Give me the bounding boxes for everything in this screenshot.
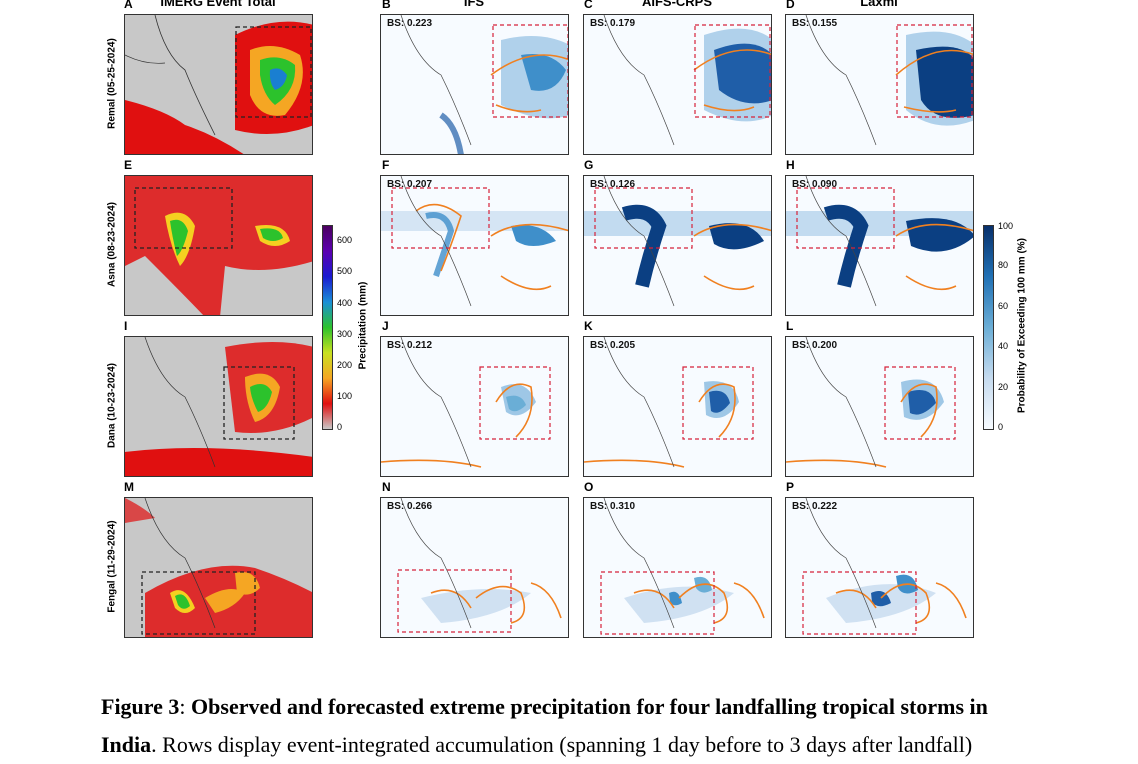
forecast-map-ifs: BS: 0.266 <box>380 497 569 638</box>
panel-label: K <box>584 319 593 333</box>
prob-tick: 0 <box>998 422 1004 432</box>
observed-map <box>124 14 313 155</box>
panel-label: M <box>124 480 134 494</box>
observed-map <box>124 497 313 638</box>
prob-tick: 80 <box>998 260 1009 270</box>
precip-tick: 400 <box>337 298 353 308</box>
col-title-imerg: IMERG Event Total <box>160 0 276 9</box>
prob-tick: 100 <box>998 221 1014 231</box>
row-label-dana: Dana (10-23-2024) <box>106 362 118 449</box>
precip-tick: 600 <box>337 235 353 245</box>
col-title-laxmi: Laxmi <box>860 0 898 9</box>
brier-score: BS: 0.266 <box>387 501 433 512</box>
forecast-map-laxmi: BS: 0.200 <box>785 336 974 477</box>
forecast-map-aifs: BS: 0.179 <box>583 14 772 155</box>
precipitation-colorbar-label: Precipitation (mm) <box>357 281 369 370</box>
prob-tick: 60 <box>998 301 1009 311</box>
forecast-map-ifs: BS: 0.223 <box>380 14 569 155</box>
brier-score: BS: 0.200 <box>792 340 838 351</box>
row-label-remal: Remal (05-25-2024) <box>106 38 118 129</box>
forecast-map-laxmi: BS: 0.222 <box>785 497 974 638</box>
probability-colorbar <box>983 225 994 430</box>
precip-tick: 100 <box>337 391 353 401</box>
forecast-map-ifs: BS: 0.207 <box>380 175 569 316</box>
panel-label: B <box>382 0 391 11</box>
precip-tick: 500 <box>337 266 353 276</box>
panel-label: C <box>584 0 593 11</box>
forecast-map-aifs: BS: 0.126 <box>583 175 772 316</box>
brier-score: BS: 0.207 <box>387 179 433 190</box>
brier-score: BS: 0.222 <box>792 501 838 512</box>
row-label-fengal: Fengal (11-29-2024) <box>106 520 118 613</box>
row-label-asna: Asna (08-23-2024) <box>106 201 118 288</box>
observed-map <box>124 336 313 477</box>
precip-tick: 200 <box>337 360 353 370</box>
col-title-ifs: IFS <box>463 0 485 9</box>
panel-label: E <box>124 158 133 172</box>
panel-label: I <box>124 319 128 333</box>
brier-score: BS: 0.212 <box>387 340 433 351</box>
figure-3: IMERG Event Total IFS AIFS-CRPS Laxmi Re… <box>106 0 1028 638</box>
brier-score: BS: 0.155 <box>792 18 838 29</box>
panel-label: A <box>124 0 133 11</box>
brier-score: BS: 0.090 <box>792 179 838 190</box>
brier-score: BS: 0.223 <box>387 18 433 29</box>
panel-label: P <box>786 480 795 494</box>
caption-separator: : <box>179 694 192 719</box>
brier-score: BS: 0.179 <box>590 18 636 29</box>
panel-label: J <box>382 319 389 333</box>
forecast-map-ifs: BS: 0.212 <box>380 336 569 477</box>
brier-score: BS: 0.205 <box>590 340 636 351</box>
panel-label: F <box>382 158 390 172</box>
caption-figure-label: Figure 3 <box>101 694 180 719</box>
forecast-map-aifs: BS: 0.310 <box>583 497 772 638</box>
prob-tick: 40 <box>998 341 1009 351</box>
precipitation-colorbar <box>322 225 333 430</box>
col-title-aifs: AIFS-CRPS <box>641 0 713 9</box>
probability-colorbar-label: Probability of Exceeding 100 mm (%) <box>1016 237 1028 414</box>
precip-tick: 300 <box>337 329 353 339</box>
brier-score: BS: 0.126 <box>590 179 636 190</box>
forecast-map-aifs: BS: 0.205 <box>583 336 772 477</box>
panel-label: N <box>382 480 391 494</box>
figure-caption: Figure 3: Observed and forecasted extrem… <box>101 688 1041 764</box>
forecast-map-laxmi: BS: 0.090 <box>785 175 974 316</box>
panel-label: H <box>786 158 795 172</box>
brier-score: BS: 0.310 <box>590 501 636 512</box>
observed-map <box>124 175 313 316</box>
panel-label: D <box>786 0 795 11</box>
caption-text: . Rows display event-integrated accumula… <box>151 732 973 757</box>
prob-tick: 20 <box>998 382 1009 392</box>
forecast-map-laxmi: BS: 0.155 <box>785 14 974 155</box>
precip-tick: 0 <box>337 422 343 432</box>
panel-label: O <box>584 480 594 494</box>
panel-label: G <box>584 158 594 172</box>
panel-label: L <box>786 319 794 333</box>
